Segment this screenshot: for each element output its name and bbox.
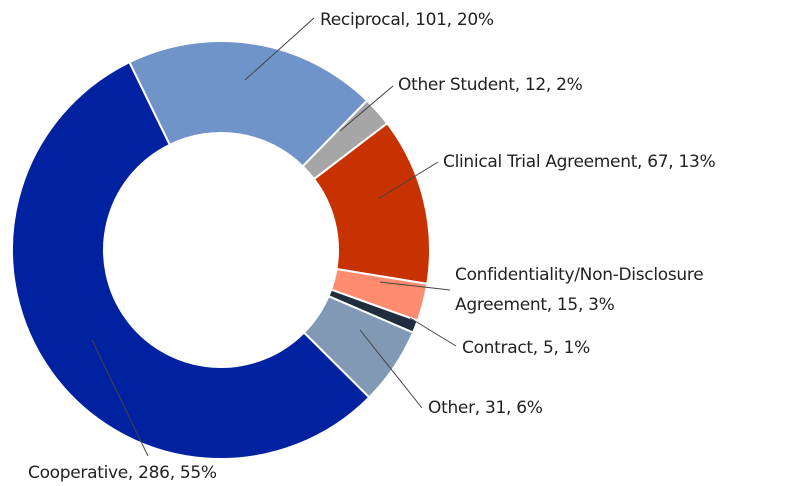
leader-line xyxy=(359,329,423,409)
leader-line xyxy=(91,339,149,457)
leader-line xyxy=(409,317,457,347)
data-label: Confidentiality/Non-Disclosure Agreement,… xyxy=(455,265,703,315)
data-label: Other Student, 12, 2% xyxy=(398,75,583,95)
data-label: Contract, 5, 1% xyxy=(462,338,590,358)
leader-line xyxy=(379,281,451,291)
data-label: Cooperative, 286, 55% xyxy=(28,463,217,483)
leader-line xyxy=(339,85,394,132)
leader-line xyxy=(244,17,315,81)
donut-slice xyxy=(128,40,369,168)
leader-line xyxy=(377,161,439,200)
data-label: Other, 31, 6% xyxy=(428,398,543,418)
data-label: Reciprocal, 101, 20% xyxy=(320,10,494,30)
data-label: Clinical Trial Agreement, 67, 13% xyxy=(443,152,716,172)
